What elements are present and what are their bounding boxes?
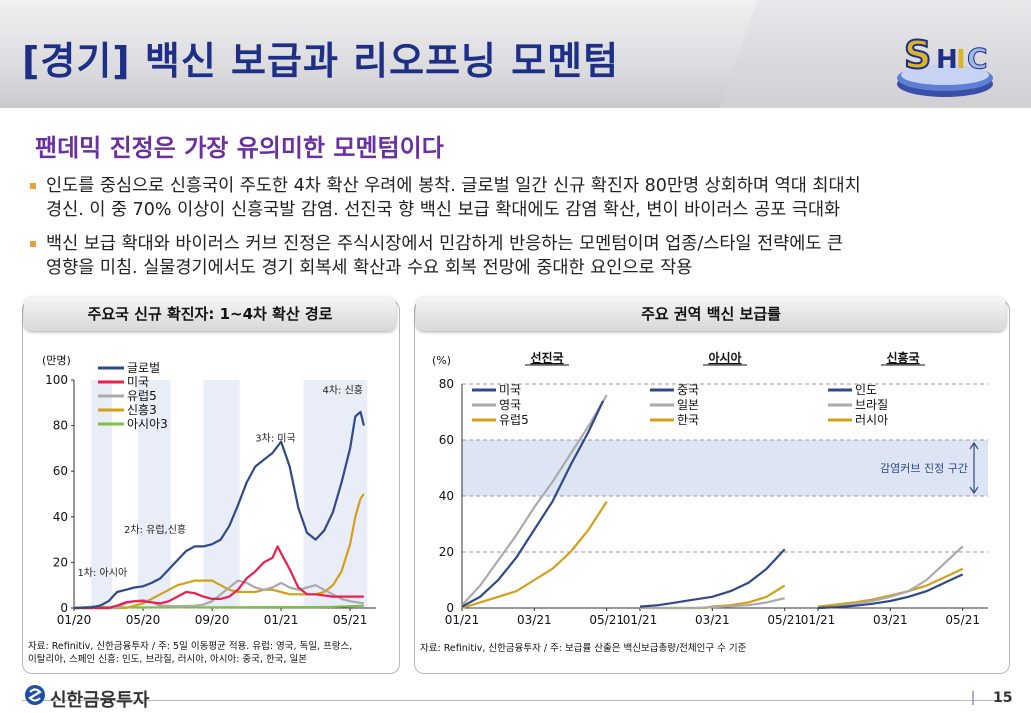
y-tick-label: 80: [439, 377, 454, 391]
shaded-period: [303, 380, 368, 608]
series-line-미국: [74, 545, 364, 610]
bullet-marker: [30, 241, 36, 247]
x-tick-label: 09/20: [195, 613, 230, 627]
subplot-title: 아시아: [708, 350, 741, 365]
chart-annotation: 2차: 유럽,신흥: [124, 523, 186, 536]
x-tick-label: 05/20: [126, 613, 161, 627]
y-unit-label: (만명): [42, 354, 71, 367]
legend-label: 일본: [677, 398, 699, 412]
series-line-미국: [461, 400, 605, 608]
legend-label: 브라질: [855, 398, 888, 412]
shaded-period: [137, 380, 171, 608]
svg-text:S: S: [904, 33, 931, 77]
shaded-period: [203, 380, 240, 608]
legend-label: 러시아: [855, 413, 888, 427]
bullet-item: 백신 보급 확대와 바이러스 커브 진정은 주식시장에서 민감하게 반응하는 모…: [30, 232, 1015, 280]
cases-chart: (만명) 0 20 40 60 80 100 01/20 05/20 09/20 01/21 05/2…: [42, 354, 376, 627]
legend-label: 아시아3: [127, 417, 168, 431]
page-marker: [972, 691, 974, 705]
legend-label: 글로벌: [127, 361, 160, 375]
x-tick-label: 03/21: [517, 613, 552, 627]
y-tick-label: 80: [53, 419, 68, 433]
chart-annotation: 1차: 아시아: [77, 567, 127, 579]
y-tick-label: 0: [60, 601, 68, 615]
band-label: 감염커브 진정 구간: [880, 462, 968, 475]
legend-label: 인도: [855, 383, 877, 397]
left-panel-title: 주요국 신규 확진자: 1~4차 확산 경로: [24, 297, 396, 331]
series-line-유럽5: [461, 501, 608, 610]
x-tick-label: 01/21: [264, 613, 299, 627]
footer-divider: [22, 700, 1012, 701]
legend-label: 유럽5: [127, 389, 157, 403]
bullet-text-line: 백신 보급 확대와 바이러스 커브 진정은 주식시장에서 민감하게 반응하는 모…: [46, 234, 844, 254]
band-arrow-up-icon: [969, 441, 979, 450]
left-source-line: 이탈리아, 스페인 신흥: 인도, 브라질, 러시아, 아시아: 중국, 한국,…: [28, 654, 307, 665]
chart-annotation: 4차: 신흥: [323, 384, 364, 397]
subplot-title: 선진국: [530, 350, 563, 365]
right-source-line: 자료: Refinitiv, 신한금융투자 / 주: 보급률 산출은 백신보급총…: [420, 643, 747, 654]
x-tick-label: 01/21: [445, 613, 480, 627]
legend-label: 신흥3: [127, 403, 157, 417]
legend-label: 미국: [499, 383, 521, 397]
bullet-marker: [30, 183, 36, 189]
page-number: 15: [993, 690, 1013, 706]
y-tick-label: 60: [439, 433, 454, 447]
series-line-브라질: [817, 545, 964, 610]
legend-label: 미국: [127, 375, 149, 389]
bullet-text-line: 인도를 중심으로 신흥국이 주도한 4차 확산 우려에 봉착. 글로벌 일간 신…: [46, 176, 861, 196]
bullet-text-line: 경신. 이 중 70% 이상이 신흥국발 감염. 선진국 향 백신 보급 확대에…: [46, 200, 841, 220]
y-tick-label: 0: [446, 601, 454, 615]
x-tick-label: 05/21: [333, 613, 368, 627]
x-tick-label: 01/20: [57, 613, 92, 627]
x-tick-label: 01/21: [623, 613, 658, 627]
legend-label: 영국: [499, 398, 521, 412]
series-line-인도: [817, 573, 964, 610]
series-line-러시아: [817, 567, 964, 608]
subplot-title: 신흥국: [886, 350, 919, 365]
x-tick-label: 03/21: [873, 613, 908, 627]
chart-annotation: 3차: 미국: [255, 433, 296, 445]
y-tick-label: 20: [439, 545, 454, 559]
legend-label: 중국: [677, 383, 699, 397]
section-subtitle: 팬데믹 진정은 가장 유의미한 모멘텀이다: [35, 134, 444, 162]
x-tick-label: 03/21: [695, 613, 730, 627]
y-tick-label: 20: [53, 555, 68, 569]
shic-logo: S H I C: [890, 18, 1000, 102]
series-line-중국: [639, 548, 786, 608]
bullet-text-line: 영향을 미침. 실물경기에서도 경기 회복세 확산과 수요 회복 전망에 중대한…: [46, 258, 693, 278]
vaccine-chart: 0 20 40 60 80 (%) 감염커브 진정 구간 선진국 01/21 03/21 05/21…: [432, 350, 988, 627]
slide-title: [경기] 백신 보급과 리오프닝 모멘텀: [22, 39, 620, 83]
series-line-일본: [640, 597, 785, 610]
x-tick-label: 05/21: [767, 613, 802, 627]
svg-text:I: I: [956, 45, 966, 75]
series-line-신흥3: [74, 493, 365, 610]
x-tick-label: 05/21: [589, 613, 624, 627]
y-tick-label: 40: [439, 489, 454, 503]
bullet-item: 인도를 중심으로 신흥국이 주도한 4차 확산 우려에 봉착. 글로벌 일간 신…: [30, 174, 1015, 222]
x-tick-label: 01/21: [801, 613, 836, 627]
y-tick-label: 60: [53, 464, 68, 478]
band-arrow-down-icon: [969, 486, 979, 495]
y-tick-label: 40: [53, 510, 68, 524]
footer-company-name: 신한금융투자: [50, 690, 150, 711]
shaded-period: [91, 380, 112, 608]
svg-text:H: H: [936, 45, 958, 75]
right-panel-title: 주요 권역 백신 보급률: [416, 297, 1006, 331]
y-tick-label: 100: [45, 373, 68, 387]
left-source-line: 자료: Refinitiv, 신한금융투자 / 주: 5일 이동평균 적용. 유…: [28, 641, 353, 652]
legend-label: 유럽5: [499, 413, 529, 427]
series-line-글로벌: [73, 410, 365, 610]
shinhan-logo-icon: [24, 684, 46, 710]
y-unit-label: (%): [432, 354, 451, 367]
series-line-영국: [461, 394, 608, 606]
svg-text:C: C: [967, 42, 988, 75]
x-tick-label: 05/21: [945, 613, 980, 627]
legend-label: 한국: [677, 413, 699, 427]
